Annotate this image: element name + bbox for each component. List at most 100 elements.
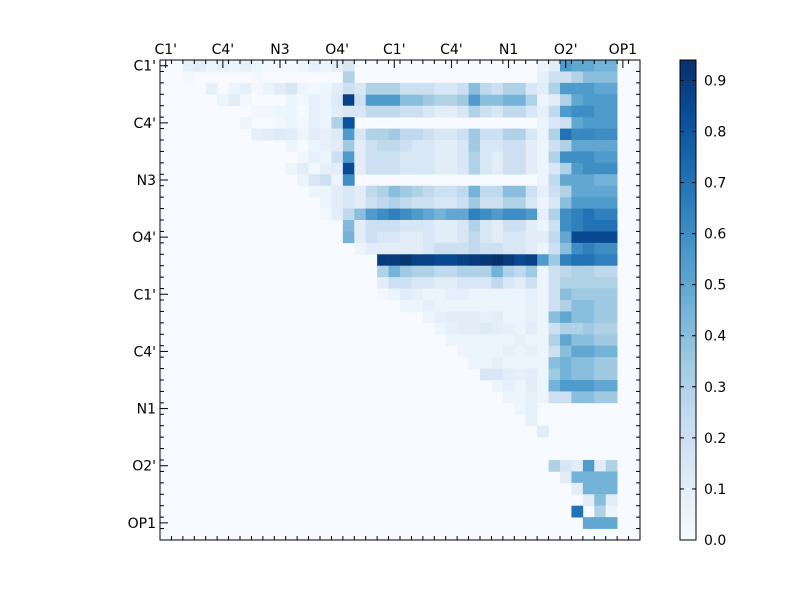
heatmap-cell	[537, 311, 549, 323]
heatmap-cell	[583, 60, 595, 72]
y-tick-label: OP1	[128, 516, 156, 532]
heatmap-cell	[297, 83, 309, 95]
heatmap-cell	[263, 60, 275, 72]
heatmap-cell	[434, 163, 446, 175]
heatmap-cell	[377, 83, 389, 95]
heatmap-cell	[469, 186, 481, 198]
heatmap-cell	[560, 129, 572, 141]
heatmap-cell	[434, 94, 446, 106]
heatmap-cell	[583, 186, 595, 198]
heatmap-cell	[343, 106, 355, 118]
heatmap-cell	[400, 129, 412, 141]
heatmap-cell	[343, 140, 355, 152]
heatmap-cell	[343, 129, 355, 141]
heatmap-cell	[446, 106, 458, 118]
heatmap-cell	[480, 300, 492, 312]
heatmap-cell	[457, 129, 469, 141]
heatmap-cell	[229, 83, 241, 95]
heatmap-cell	[549, 83, 561, 95]
x-tick-labels: C1' C4' N3 O4' C1' C4' N1 O2' OP1	[154, 42, 637, 58]
heatmap-cell	[411, 209, 423, 221]
heatmap-cell	[560, 391, 572, 403]
heatmap-cell	[526, 266, 538, 278]
heatmap-cell	[606, 209, 618, 221]
heatmap-cell	[537, 94, 549, 106]
heatmap-cell	[229, 60, 241, 72]
heatmap-cell	[537, 151, 549, 163]
heatmap-cell	[571, 209, 583, 221]
heatmap-cell	[366, 197, 378, 209]
heatmap-cell	[411, 231, 423, 243]
heatmap-cell	[526, 277, 538, 289]
heatmap-cell	[377, 186, 389, 198]
heatmap-cell	[206, 60, 218, 72]
heatmap-cell	[320, 60, 332, 72]
heatmap-cell	[469, 83, 481, 95]
y-tick-label: C1'	[133, 287, 156, 303]
heatmap-cell	[503, 94, 515, 106]
heatmap-cell	[411, 289, 423, 301]
heatmap-cell	[343, 220, 355, 232]
heatmap-cell	[411, 129, 423, 141]
heatmap-cell	[411, 243, 423, 255]
heatmap-cell	[537, 220, 549, 232]
heatmap-cell	[446, 243, 458, 255]
heatmap-cell	[194, 60, 206, 72]
heatmap-cell	[606, 83, 618, 95]
heatmap-cell	[583, 151, 595, 163]
heatmap-cell	[480, 254, 492, 266]
heatmap-cell	[606, 163, 618, 175]
heatmap-cell	[480, 311, 492, 323]
heatmap-cell	[331, 106, 343, 118]
heatmap-cell	[537, 426, 549, 438]
heatmap-cell	[446, 277, 458, 289]
heatmap-cell	[526, 197, 538, 209]
heatmap-cell	[606, 197, 618, 209]
heatmap-cell	[377, 209, 389, 221]
heatmap-cell	[606, 266, 618, 278]
heatmap-cell	[434, 209, 446, 221]
heatmap-cell	[594, 106, 606, 118]
heatmap-cell	[526, 243, 538, 255]
heatmap-cell	[514, 403, 526, 415]
colorbar-tick-label: 0.7	[704, 176, 726, 192]
heatmap-cell	[423, 266, 435, 278]
heatmap-cell	[606, 231, 618, 243]
heatmap-cell	[377, 231, 389, 243]
heatmap-cell	[251, 71, 263, 83]
heatmap-cell	[503, 151, 515, 163]
heatmap-cell	[606, 471, 618, 483]
heatmap-cell	[320, 129, 332, 141]
heatmap-cell	[594, 494, 606, 506]
heatmap-cell	[606, 254, 618, 266]
heatmap-cell	[514, 391, 526, 403]
heatmap-cell	[320, 209, 332, 221]
heatmap-cell	[503, 231, 515, 243]
heatmap-cell	[549, 277, 561, 289]
heatmap-cell	[583, 266, 595, 278]
heatmap-cell	[526, 231, 538, 243]
heatmap-cell	[594, 323, 606, 335]
heatmap-cell	[251, 129, 263, 141]
heatmap-cell	[526, 94, 538, 106]
heatmap-cell	[606, 517, 618, 529]
heatmap-cell	[549, 129, 561, 141]
heatmap-cell	[560, 186, 572, 198]
heatmap-cell	[423, 106, 435, 118]
heatmap-cell	[503, 220, 515, 232]
heatmap-cell	[457, 277, 469, 289]
heatmap-cell	[457, 140, 469, 152]
heatmap-cell	[491, 186, 503, 198]
heatmap-cell	[377, 94, 389, 106]
heatmap-cell	[263, 83, 275, 95]
heatmap-cell	[389, 197, 401, 209]
heatmap-cell	[354, 243, 366, 255]
heatmap-cell	[343, 163, 355, 175]
heatmap-cell	[400, 209, 412, 221]
heatmap-cell	[583, 220, 595, 232]
heatmap-cell	[434, 197, 446, 209]
heatmap-cell	[549, 346, 561, 358]
heatmap-cell	[389, 186, 401, 198]
colorbar-tick-label: 0.0	[704, 533, 726, 549]
heatmap-cell	[549, 163, 561, 175]
